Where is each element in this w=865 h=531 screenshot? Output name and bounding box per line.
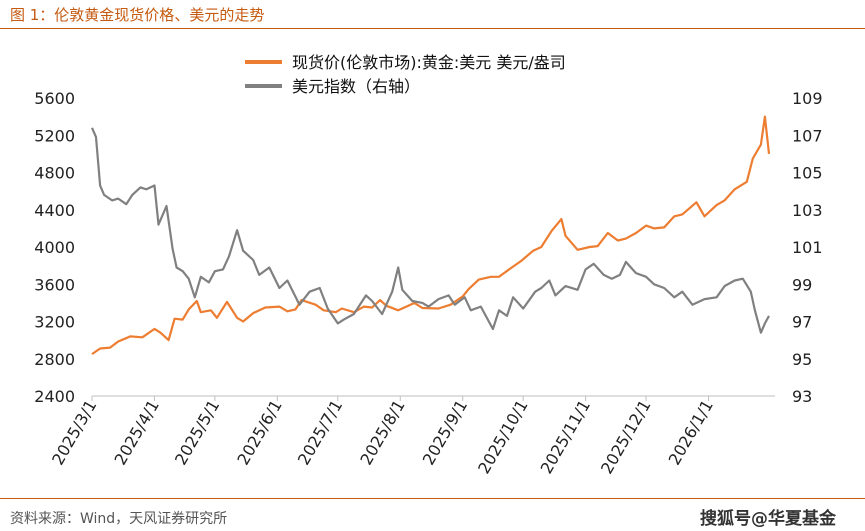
y-left-tick-label: 2800 — [34, 350, 75, 369]
x-tick-label: 2025/8/1 — [356, 397, 408, 469]
y-right-tick-label: 101 — [792, 238, 823, 257]
legend-label: 美元指数（右轴） — [292, 77, 420, 96]
x-tick-label: 2025/4/1 — [111, 397, 163, 469]
y-right-tick-label: 107 — [792, 126, 823, 145]
title-divider — [0, 28, 865, 29]
x-tick-label: 2025/9/1 — [419, 397, 471, 469]
y-left-tick-label: 5200 — [34, 126, 75, 145]
y-right-tick-label: 105 — [792, 164, 823, 183]
usd-index-line — [90, 127, 770, 334]
y-left-tick-label: 4400 — [34, 201, 75, 220]
x-tick-label: 2025/12/1 — [597, 397, 654, 478]
x-tick-label: 2025/3/1 — [48, 397, 100, 469]
source-note: 资料来源：Wind，天风证券研究所 — [10, 511, 228, 527]
gold-price-line — [91, 115, 771, 356]
y-left-tick-label: 2400 — [34, 387, 75, 406]
y-left-tick-label: 4000 — [34, 238, 75, 257]
figure-title: 图 1：伦敦黄金现货价格、美元的走势 — [10, 6, 265, 24]
watermark: 搜狐号@华夏基金 — [700, 509, 836, 529]
y-left-tick-label: 3600 — [34, 275, 75, 294]
y-right-tick-label: 109 — [792, 89, 823, 108]
y-right-tick-label: 99 — [792, 275, 812, 294]
y-right-tick-label: 95 — [792, 350, 812, 369]
y-right-tick-label: 103 — [792, 201, 823, 220]
x-tick-label: 2026/1/1 — [665, 397, 717, 469]
y-left-tick-label: 5600 — [34, 89, 75, 108]
x-tick-label: 2025/6/1 — [233, 397, 285, 469]
chart-series — [90, 115, 771, 356]
chart-axes: 2400 2800 3200 3600 4000 4400 4800 5200 5600 93 95… — [34, 89, 822, 477]
x-tick-label: 2025/10/1 — [474, 397, 531, 478]
y-right-tick-label: 97 — [792, 313, 812, 332]
x-tick-label: 2025/11/1 — [537, 397, 594, 478]
y-right-tick-label: 93 — [792, 387, 812, 406]
y-left-tick-label: 3200 — [34, 313, 75, 332]
footer-divider — [0, 498, 865, 499]
y-left-tick-label: 4800 — [34, 164, 75, 183]
legend-label: 现货价(伦敦市场):黄金:美元 美元/盎司 — [292, 53, 566, 72]
x-tick-label: 2025/7/1 — [294, 397, 346, 469]
x-tick-label: 2025/5/1 — [171, 397, 223, 469]
